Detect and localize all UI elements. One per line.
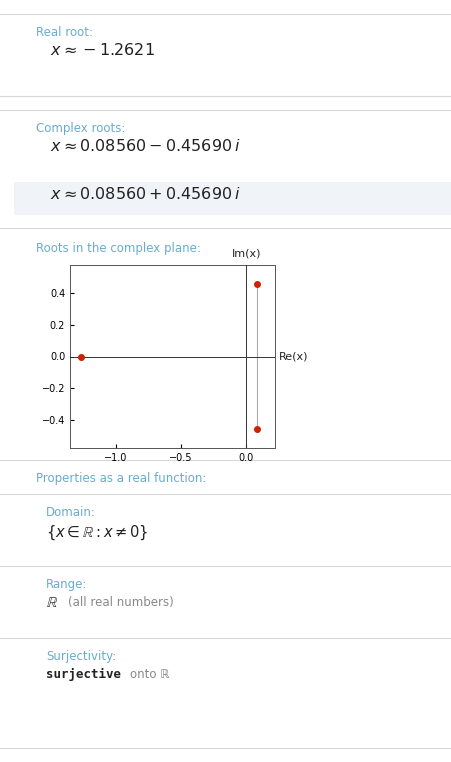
Text: Properties as a real function:: Properties as a real function: (36, 472, 207, 485)
Text: $\mathbb{R}$: $\mathbb{R}$ (46, 596, 58, 610)
Text: Re(x): Re(x) (279, 351, 308, 361)
Text: Roots in the complex plane:: Roots in the complex plane: (36, 242, 201, 255)
Text: Domain:: Domain: (46, 506, 96, 519)
Text: Range:: Range: (46, 578, 87, 591)
Text: Real root:: Real root: (36, 26, 93, 39)
Text: Complex roots:: Complex roots: (36, 122, 125, 135)
Text: (all real numbers): (all real numbers) (68, 596, 174, 609)
Text: $x \approx 0.08560 - 0.45690\,i$: $x \approx 0.08560 - 0.45690\,i$ (50, 138, 240, 155)
Bar (14, 182, 451, 215)
Text: onto ℝ: onto ℝ (130, 668, 170, 681)
Text: $x \approx -1.2621$: $x \approx -1.2621$ (50, 42, 155, 59)
Text: Surjectivity:: Surjectivity: (46, 650, 116, 663)
Text: Im(x): Im(x) (231, 249, 261, 259)
Text: surjective: surjective (46, 668, 121, 681)
Text: $x \approx 0.08560 + 0.45690\,i$: $x \approx 0.08560 + 0.45690\,i$ (50, 186, 240, 203)
Text: $\{x \in \mathbb{R} : x \neq 0\}$: $\{x \in \mathbb{R} : x \neq 0\}$ (46, 524, 148, 543)
